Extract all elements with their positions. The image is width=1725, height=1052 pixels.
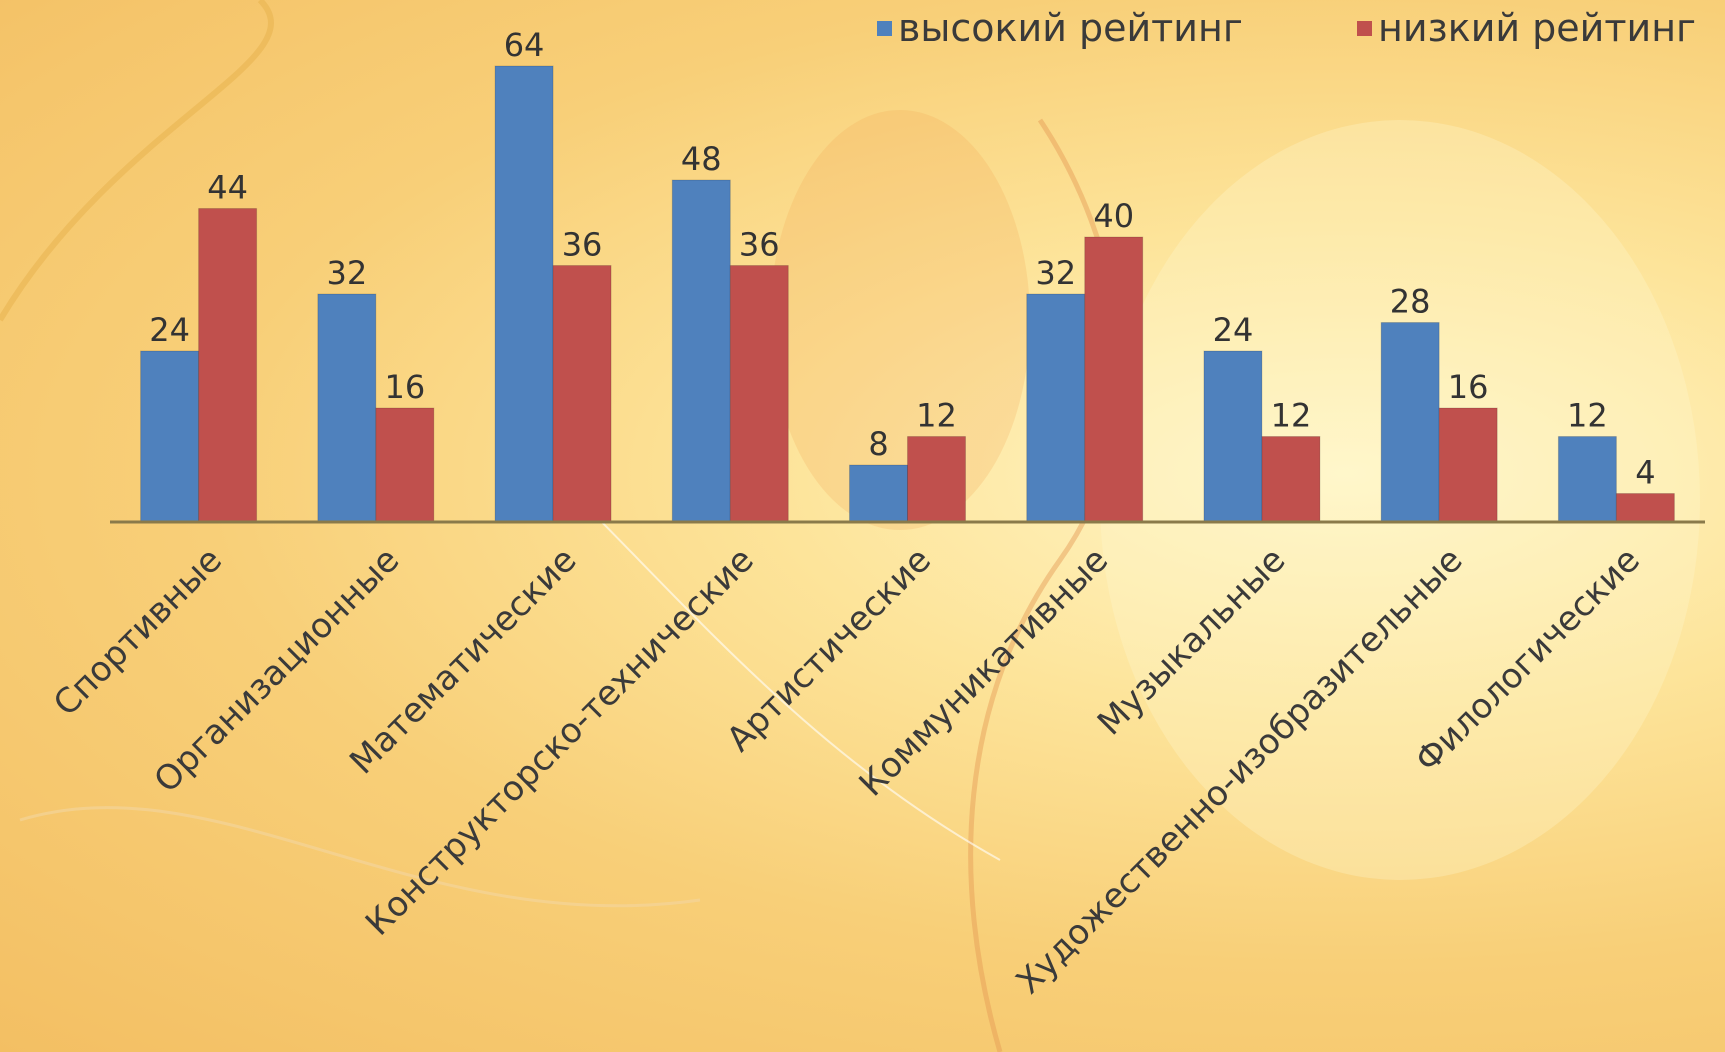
value-label-high-2: 64 — [504, 26, 545, 64]
bar-low-8 — [1615, 493, 1675, 523]
legend-swatch-low — [1357, 20, 1372, 36]
value-label-low-2: 36 — [562, 226, 603, 264]
bar-low-0 — [198, 208, 258, 523]
bar-high-8 — [1557, 436, 1617, 523]
value-label-low-6: 12 — [1271, 397, 1312, 435]
bar-high-4 — [849, 464, 908, 523]
bar-high-3 — [671, 179, 731, 523]
category-label-3: Конструкторско-технические — [358, 540, 762, 944]
bar-high-0 — [140, 350, 200, 523]
value-label-high-1: 32 — [326, 254, 367, 292]
bar-high-5 — [1026, 293, 1086, 523]
value-labels-group: 24 44 32 16 64 36 48 36 8 12 32 40 24 12 28 16 12 4 — [149, 26, 1655, 492]
bar-high-1 — [317, 293, 377, 523]
bar-low-5 — [1084, 236, 1144, 523]
bar-low-2 — [552, 265, 612, 523]
bar-high-6 — [1203, 350, 1263, 523]
value-label-high-4: 8 — [868, 425, 888, 463]
bar-low-6 — [1261, 436, 1321, 523]
legend-item-high: высокий рейтинг — [877, 6, 1243, 50]
bars-group — [140, 65, 1675, 523]
value-label-high-5: 32 — [1035, 254, 1076, 292]
bar-low-3 — [729, 265, 789, 523]
value-label-low-1: 16 — [384, 368, 425, 406]
value-label-low-7: 16 — [1448, 368, 1489, 406]
value-label-low-8: 4 — [1635, 454, 1655, 492]
legend-swatch-high — [877, 20, 892, 36]
value-label-high-7: 28 — [1390, 283, 1431, 321]
category-labels-group: СпортивныеОрганизационныеМатематическиеК… — [46, 540, 1648, 1002]
value-label-high-3: 48 — [681, 140, 722, 178]
value-label-low-0: 44 — [207, 169, 248, 207]
category-label-6: Музыкальные — [1090, 540, 1293, 743]
legend-item-low: низкий рейтинг — [1357, 6, 1696, 50]
value-label-high-0: 24 — [149, 311, 190, 349]
category-label-0: Спортивные — [46, 540, 230, 724]
bar-high-2 — [494, 65, 554, 523]
value-label-high-8: 12 — [1567, 397, 1608, 435]
bar-low-4 — [907, 436, 966, 523]
legend-label-low: низкий рейтинг — [1378, 6, 1697, 50]
value-label-low-3: 36 — [739, 226, 780, 264]
bar-high-7 — [1380, 322, 1440, 523]
value-label-low-5: 40 — [1093, 197, 1134, 235]
value-label-low-4: 12 — [916, 397, 957, 435]
bar-low-7 — [1438, 407, 1498, 523]
value-label-high-6: 24 — [1213, 311, 1254, 349]
legend-label-high: высокий рейтинг — [898, 6, 1243, 50]
bar-low-1 — [375, 407, 435, 523]
